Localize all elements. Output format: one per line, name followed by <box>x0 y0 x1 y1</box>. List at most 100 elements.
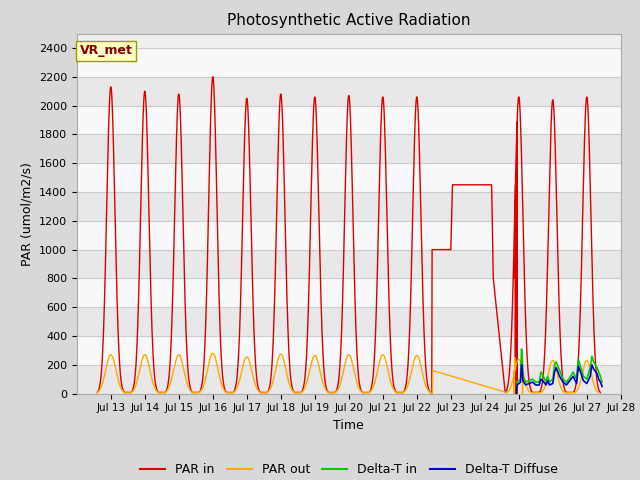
PAR out <box>93 390 100 396</box>
Delta-T Diffuse <box>537 376 545 382</box>
Delta-T in <box>519 373 527 379</box>
Delta-T Diffuse <box>513 382 521 388</box>
Delta-T Diffuse <box>552 365 560 371</box>
Delta-T in <box>545 379 553 385</box>
Delta-T Diffuse <box>573 381 580 386</box>
Delta-T in <box>529 376 536 382</box>
Delta-T Diffuse <box>575 363 582 369</box>
Delta-T in <box>518 346 525 352</box>
Delta-T Diffuse <box>598 384 606 389</box>
PAR in <box>93 390 101 396</box>
Bar <box>77 250 621 278</box>
Delta-T Diffuse <box>512 391 520 396</box>
PAR in <box>306 257 314 263</box>
Delta-T in <box>595 369 602 375</box>
Delta-T Diffuse <box>519 378 527 384</box>
Delta-T in <box>536 379 543 385</box>
PAR in <box>209 74 216 80</box>
Delta-T in <box>552 359 560 365</box>
Delta-T Diffuse <box>570 373 577 379</box>
Bar <box>77 221 621 250</box>
PAR in <box>596 390 604 396</box>
PAR out <box>339 372 346 378</box>
Delta-T in <box>576 362 584 368</box>
Bar <box>77 278 621 307</box>
PAR in <box>275 127 283 132</box>
Delta-T Diffuse <box>550 369 558 375</box>
Delta-T Diffuse <box>532 382 540 388</box>
Delta-T in <box>539 372 547 378</box>
Delta-T Diffuse <box>586 373 594 379</box>
Delta-T Diffuse <box>545 382 553 388</box>
Delta-T Diffuse <box>529 379 536 385</box>
Delta-T in <box>513 379 521 385</box>
PAR in <box>324 389 332 395</box>
Line: PAR out: PAR out <box>97 353 598 394</box>
Delta-T in <box>580 373 588 379</box>
Delta-T in <box>550 362 558 368</box>
Line: PAR in: PAR in <box>97 77 600 394</box>
Delta-T Diffuse <box>580 378 588 384</box>
PAR out <box>595 390 602 396</box>
Delta-T Diffuse <box>593 371 601 376</box>
Delta-T in <box>516 376 524 382</box>
Delta-T Diffuse <box>566 378 573 384</box>
Delta-T in <box>544 373 552 379</box>
Delta-T in <box>570 369 577 375</box>
Delta-T Diffuse <box>563 382 570 388</box>
PAR out <box>429 391 436 396</box>
Delta-T in <box>515 378 523 384</box>
Delta-T in <box>575 356 582 362</box>
PAR out <box>369 386 376 392</box>
Bar <box>77 192 621 221</box>
Delta-T in <box>532 379 540 385</box>
Delta-T in <box>586 365 594 371</box>
Delta-T Diffuse <box>589 366 597 372</box>
Delta-T in <box>518 350 526 356</box>
Bar <box>77 106 621 134</box>
Delta-T Diffuse <box>516 379 524 385</box>
PAR in <box>588 228 595 233</box>
PAR in <box>346 107 354 112</box>
Delta-T Diffuse <box>576 368 584 373</box>
Delta-T in <box>598 379 606 385</box>
Bar <box>77 336 621 365</box>
Bar <box>77 163 621 192</box>
Y-axis label: PAR (umol/m2/s): PAR (umol/m2/s) <box>20 162 33 265</box>
Delta-T Diffuse <box>518 362 525 368</box>
Delta-T Diffuse <box>595 376 602 382</box>
Delta-T in <box>512 391 520 396</box>
PAR in <box>428 391 436 396</box>
PAR out <box>286 383 294 388</box>
Delta-T Diffuse <box>559 379 567 385</box>
Text: VR_met: VR_met <box>79 44 132 58</box>
Bar <box>77 365 621 394</box>
PAR in <box>218 358 225 364</box>
PAR out <box>209 350 216 356</box>
X-axis label: Time: Time <box>333 419 364 432</box>
Delta-T in <box>537 369 545 375</box>
Delta-T in <box>559 376 567 382</box>
Bar <box>77 134 621 163</box>
Delta-T in <box>563 379 570 385</box>
Delta-T in <box>583 376 591 382</box>
Delta-T in <box>566 375 573 381</box>
PAR out <box>93 390 101 396</box>
Delta-T Diffuse <box>588 362 596 368</box>
Bar <box>77 77 621 106</box>
Delta-T in <box>589 359 597 365</box>
Delta-T in <box>549 376 557 382</box>
Delta-T Diffuse <box>549 381 557 386</box>
Delta-T Diffuse <box>515 381 523 386</box>
Delta-T Diffuse <box>596 379 604 385</box>
Delta-T Diffuse <box>536 382 543 388</box>
Legend: PAR in, PAR out, Delta-T in, Delta-T Diffuse: PAR in, PAR out, Delta-T in, Delta-T Dif… <box>135 458 563 480</box>
Delta-T Diffuse <box>522 382 529 388</box>
Delta-T in <box>522 379 529 385</box>
Delta-T Diffuse <box>544 378 552 384</box>
Bar <box>77 307 621 336</box>
PAR out <box>547 360 555 366</box>
Delta-T in <box>525 378 533 384</box>
Delta-T in <box>588 353 596 359</box>
Delta-T Diffuse <box>556 373 563 379</box>
